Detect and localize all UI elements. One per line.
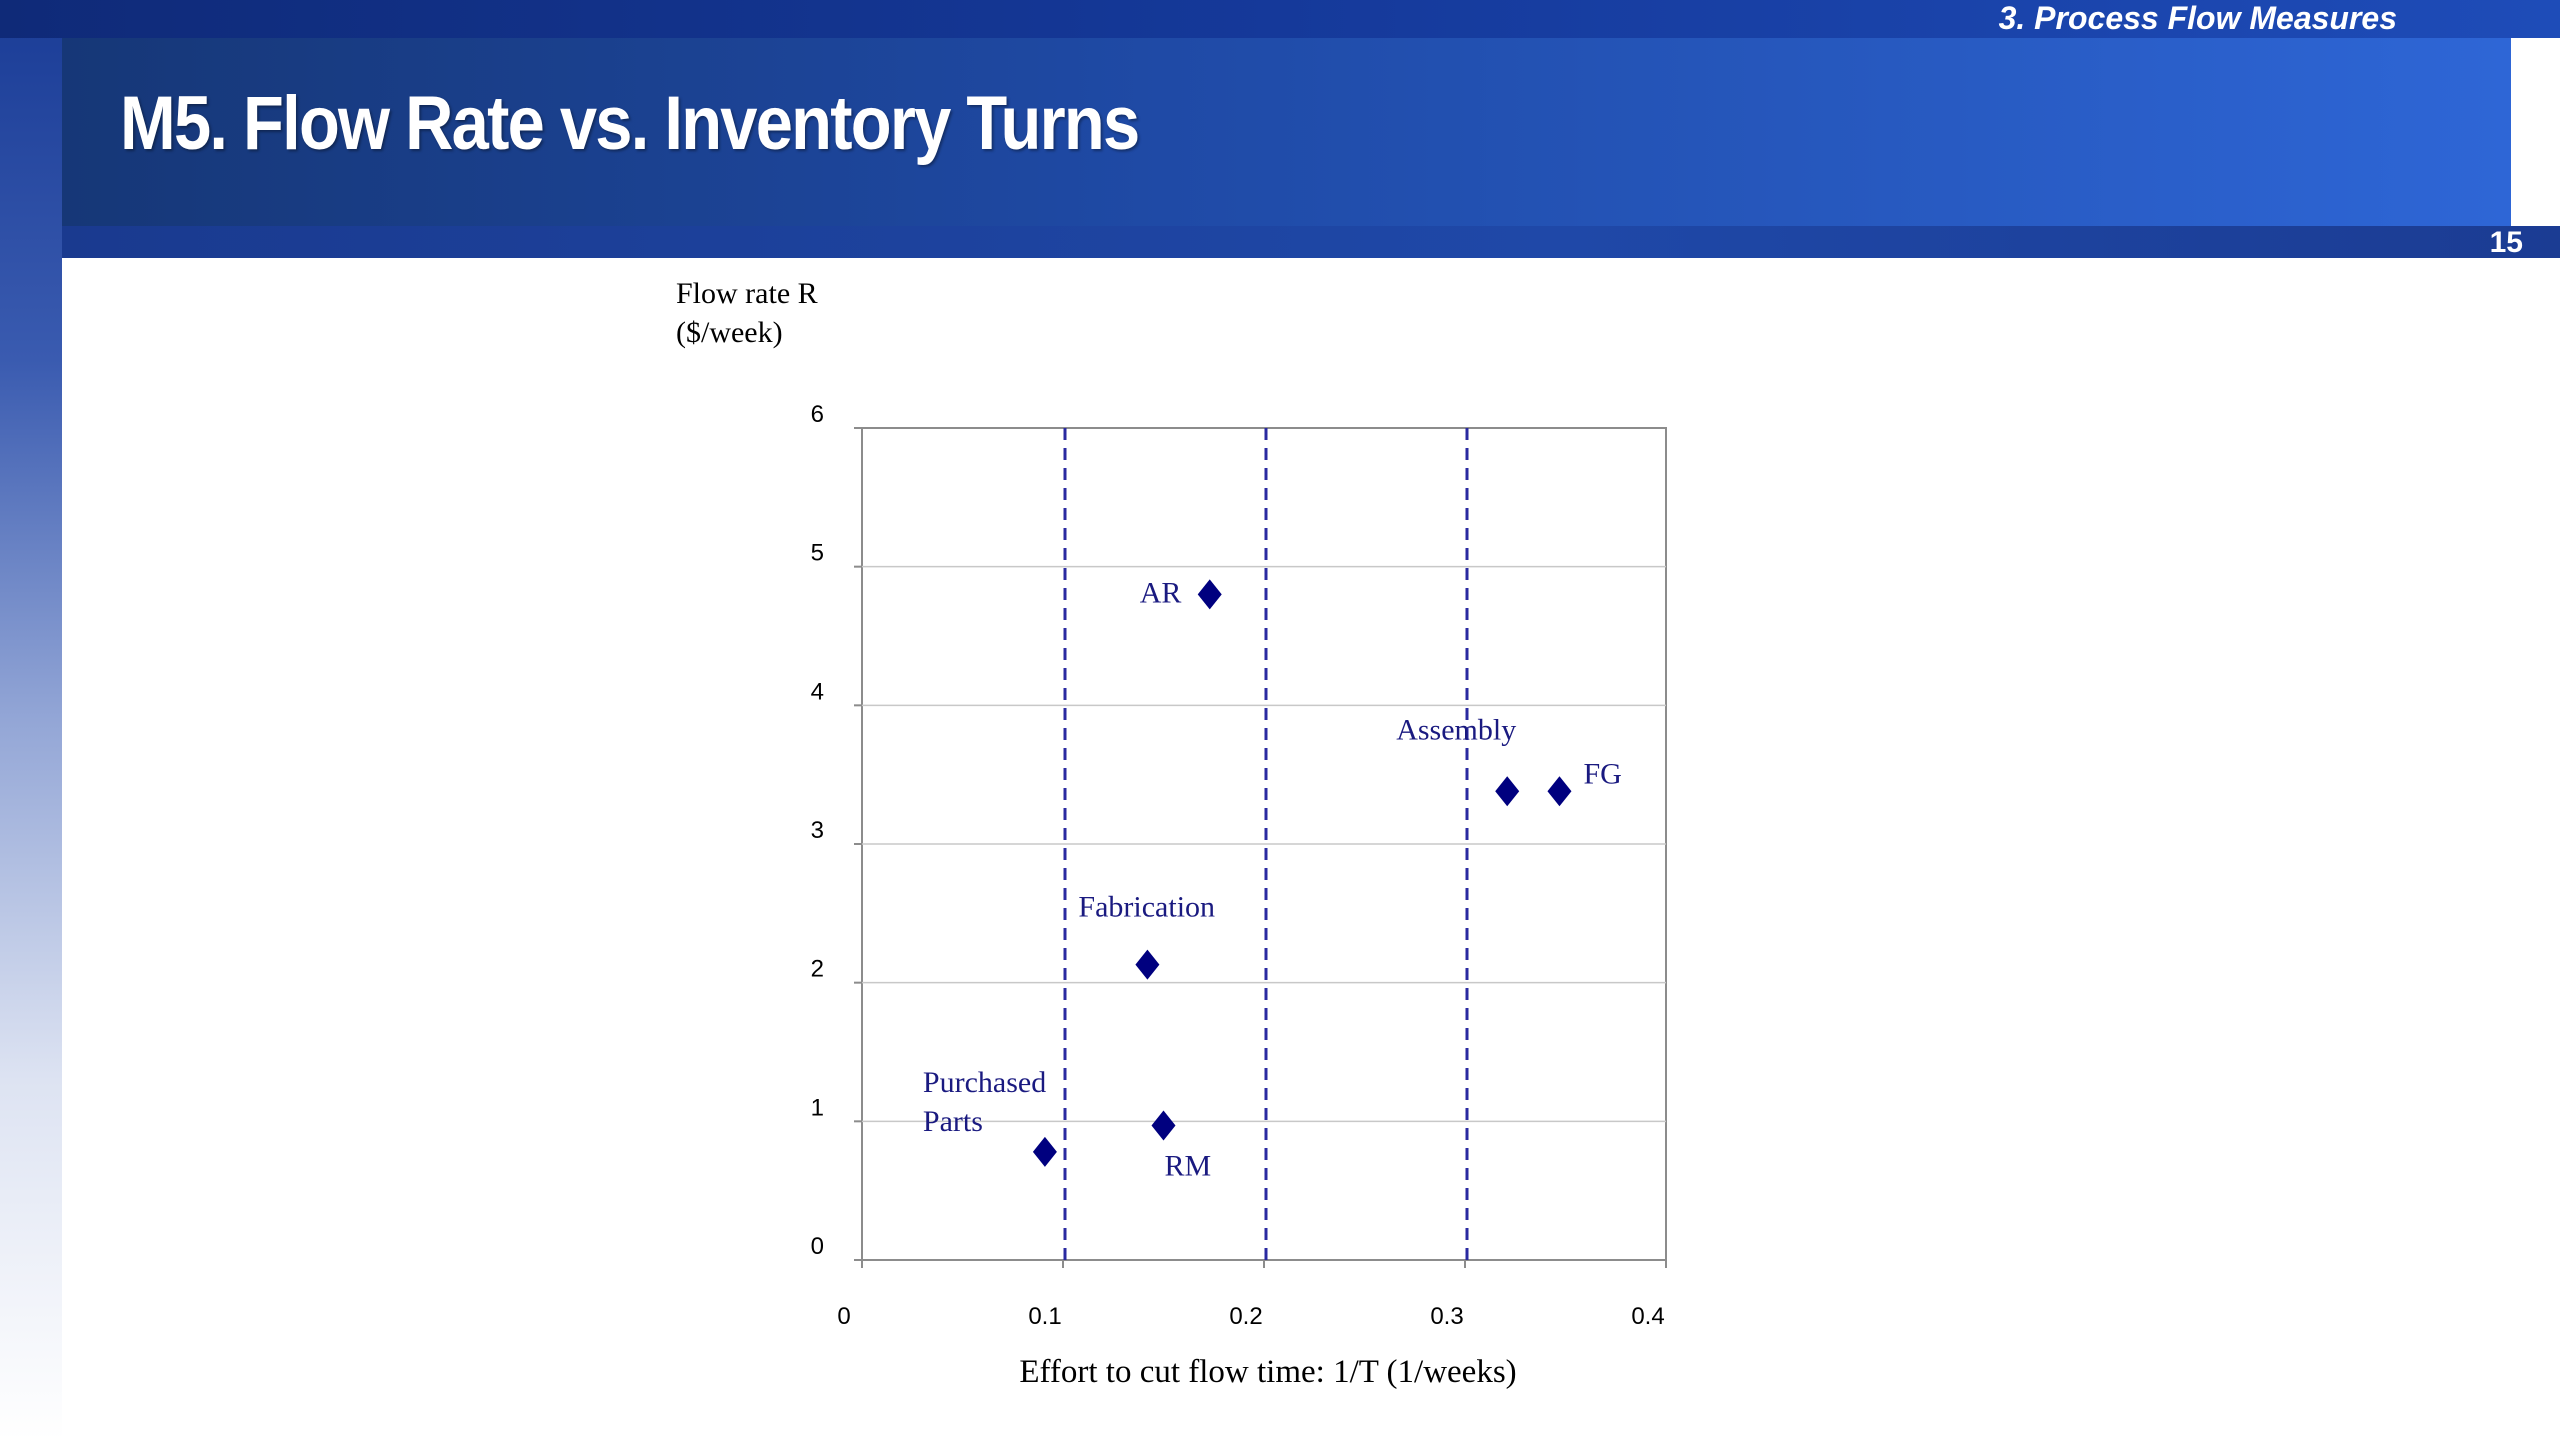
section-label: 3. Process Flow Measures [1998,0,2397,36]
x-axis-label: Effort to cut flow time: 1/T (1/weeks) [1019,1354,1516,1390]
y-tick-label: 6 [811,401,824,428]
data-point-marker [1197,579,1222,610]
x-tick-label: 0.3 [1430,1303,1463,1330]
data-point-label: Parts [923,1105,983,1138]
y-axis-label: Flow rate R [676,277,818,310]
y-tick-label: 4 [811,678,824,705]
data-point-label: AR [1140,576,1182,609]
data-point-marker [1151,1110,1176,1141]
x-tick-label: 0.4 [1631,1303,1664,1330]
data-point-label: Purchased [923,1066,1046,1099]
x-tick-label: 0.1 [1028,1303,1061,1330]
data-points: AR Assembly FG Fabrication RM Purchased Parts [923,576,1622,1182]
y-axis-unit-label: ($/week) [676,316,783,349]
y-tick-label: 2 [811,956,824,983]
title-band: M5. Flow Rate vs. Inventory Turns [62,38,2511,226]
page-number: 15 [2489,226,2523,259]
y-tick-label: 0 [811,1233,824,1260]
page-title: M5. Flow Rate vs. Inventory Turns [120,81,1140,166]
left-decorative-strip [0,0,62,1440]
y-tick-label: 5 [811,540,824,567]
y-tick-label: 3 [811,817,824,844]
x-tick-label: 0 [837,1303,850,1330]
data-point-label: Assembly [1396,713,1516,746]
data-point-marker [1495,776,1520,807]
data-point-marker [1032,1136,1057,1167]
data-point-label: Fabrication [1078,891,1215,924]
y-tick-label: 1 [811,1094,824,1121]
y-tick-labels: 0 1 2 3 4 5 6 [811,401,824,1260]
x-tick-labels: 0 0.1 0.2 0.3 0.4 [837,1303,1664,1330]
data-point-marker [1135,949,1160,980]
data-point-label: RM [1165,1149,1212,1182]
top-banner: 3. Process Flow Measures [0,0,2560,38]
title-bottom-bar [62,226,2560,258]
gridlines [854,427,1667,1268]
x-tick-label: 0.2 [1229,1303,1262,1330]
data-point-marker [1547,776,1572,807]
data-point-label: FG [1583,757,1621,790]
